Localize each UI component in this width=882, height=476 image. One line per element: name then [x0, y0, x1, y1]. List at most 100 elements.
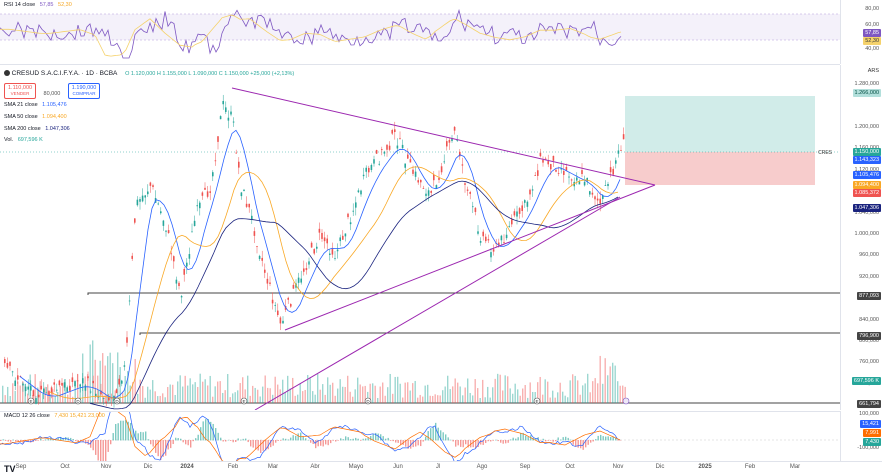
volume-bar [500, 375, 501, 403]
candle [599, 199, 601, 204]
macd-histogram-bar [570, 440, 571, 441]
candle [417, 180, 419, 182]
volume-bar [102, 353, 103, 403]
candle [615, 160, 617, 163]
candle [90, 392, 92, 393]
macd-histogram-bar [245, 439, 246, 441]
macd-histogram-bar [488, 440, 489, 441]
candle [85, 386, 87, 391]
macd-histogram-bar [240, 440, 241, 441]
macd-histogram-bar [343, 439, 344, 440]
candle [183, 269, 185, 275]
volume-bar [397, 377, 398, 403]
candle [98, 397, 100, 398]
macd-histogram-bar [205, 419, 206, 440]
macd-histogram-bar [345, 436, 346, 440]
macd-axis[interactable]: 100,000 -100,000 15,421 7,991 7,430 [840, 411, 882, 461]
stop-loss-zone [625, 152, 815, 185]
candle [228, 118, 230, 121]
macd-histogram-bar [170, 440, 171, 448]
candle [469, 192, 471, 194]
volume-bar [562, 392, 563, 403]
buy-button[interactable]: 1.190,000 COMPRAR [68, 83, 100, 99]
candle [134, 218, 136, 222]
volume-bar [160, 396, 161, 403]
candle [66, 387, 68, 391]
candle [527, 202, 529, 207]
macd-histogram-bar [485, 440, 486, 443]
volume-bar [187, 386, 188, 403]
rsi-axis[interactable]: 80,00 60,00 40,00 57,85 52,30 [840, 0, 882, 64]
volume-bar [165, 397, 166, 403]
candle [605, 185, 607, 186]
volume-bar [395, 377, 396, 403]
macd-histogram-bar [100, 440, 101, 462]
volume-bar [180, 375, 181, 403]
candle [586, 178, 588, 181]
sell-button[interactable]: 1.110,000 VENDER [4, 83, 36, 99]
rsi-value-tag: 57,85 [863, 29, 881, 37]
legend-volume[interactable]: Vol. 697,596 K [4, 137, 43, 143]
volume-bar [450, 389, 451, 403]
level-line-877 [88, 293, 840, 295]
candle [319, 229, 321, 233]
macd-histogram-bar [98, 440, 99, 460]
macd-histogram-bar [243, 439, 244, 441]
symbol-title[interactable]: CRESUD S.A.C.I.F.Y.A. · 1D · BCBA [12, 70, 118, 77]
macd-histogram-bar [350, 439, 351, 440]
price-tag: 697,596 K [852, 377, 881, 385]
price-axis[interactable]: ARS 1.280,0001.200,0001.160,0001.120,000… [840, 65, 882, 410]
time-label: Jl [436, 464, 440, 470]
candle [415, 172, 417, 177]
legend-sma21[interactable]: SMA 21 close 1.105,476 [4, 102, 67, 108]
legend-sma50[interactable]: SMA 50 close 1.094,400 [4, 114, 67, 120]
macd-histogram-bar [105, 440, 106, 462]
macd-histogram-bar [290, 438, 291, 441]
candle [542, 160, 544, 163]
volume-bar [422, 397, 423, 403]
macd-histogram-bar [555, 440, 556, 441]
volume-bar [432, 396, 433, 403]
macd-histogram-bar [498, 440, 499, 441]
macd-histogram-bar [8, 440, 9, 442]
volume-bar [505, 375, 506, 403]
rsi-plot [0, 0, 840, 64]
volume-bar [460, 386, 461, 403]
volume-bar [327, 377, 328, 403]
candle [521, 205, 523, 211]
macd-histogram-bar [443, 432, 444, 440]
macd-pane[interactable]: MACD 12 26 close 7,430 15,421 23,000 [0, 411, 840, 462]
macd-histogram-bar [150, 440, 151, 444]
candle [280, 318, 282, 324]
macd-histogram-bar [480, 440, 481, 445]
macd-histogram-bar [148, 439, 149, 440]
macd-histogram-bar [593, 440, 594, 441]
tradingview-logo[interactable]: TV [4, 464, 16, 474]
volume-bar [455, 378, 456, 403]
volume-bar [612, 363, 613, 403]
price-tick: 1.200,000 [855, 124, 879, 130]
volume-bar [617, 381, 618, 403]
volume-bar [162, 393, 163, 403]
candle [82, 378, 84, 383]
volume-bar [225, 390, 226, 403]
candle [464, 183, 466, 185]
candle [147, 192, 149, 195]
legend-sma200[interactable]: SMA 200 close 1.047,306 [4, 126, 70, 132]
candle [209, 191, 211, 193]
candle [64, 382, 66, 387]
volume-bar [415, 381, 416, 403]
candle [251, 216, 253, 220]
time-label: Ago [477, 464, 488, 470]
volume-bar [515, 384, 516, 403]
price-tick: 1.000,000 [855, 231, 879, 237]
macd-histogram-bar [15, 440, 16, 442]
price-tag: 1.094,400 [853, 181, 881, 189]
macd-histogram-bar [490, 440, 491, 441]
macd-histogram-bar [45, 440, 46, 441]
candle [40, 386, 42, 389]
macd-histogram-bar [175, 438, 176, 441]
rsi-pane[interactable]: RSI 14 close 57,85 52,30 [0, 0, 840, 65]
volume-bar [62, 383, 63, 403]
